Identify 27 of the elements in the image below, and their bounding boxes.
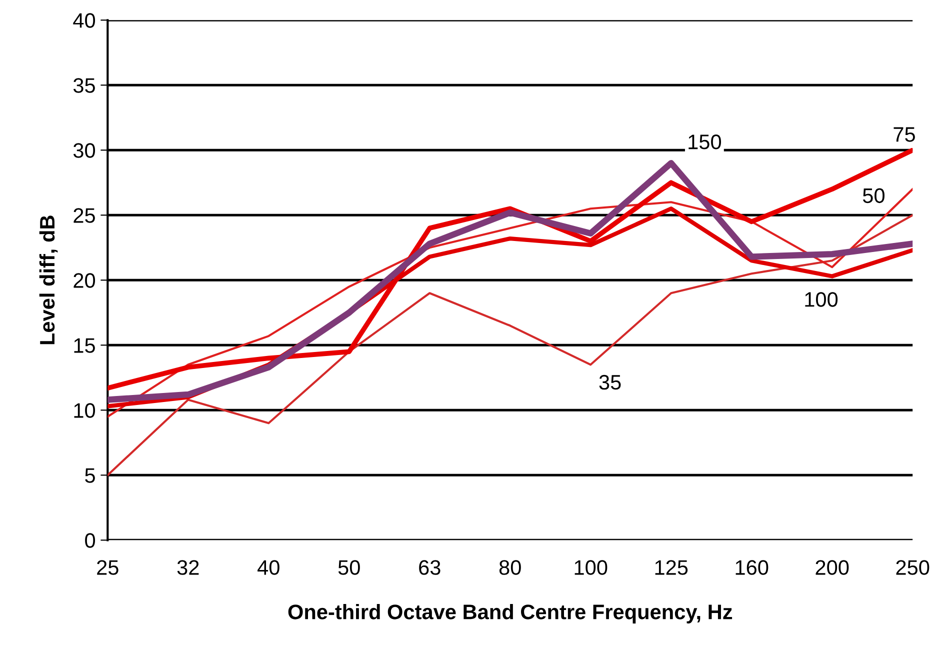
y-tick-label: 15	[74, 338, 95, 353]
annotation: 50	[862, 188, 884, 204]
x-axis-title: One-third Octave Band Centre Frequency, Hz	[288, 604, 732, 624]
x-tick-label: 100	[574, 560, 608, 575]
annotation: 35	[599, 374, 621, 390]
x-tick-label: 63	[419, 560, 440, 575]
y-tick-label: 0	[85, 533, 96, 548]
x-tick-label: 25	[97, 560, 118, 575]
x-tick-label: 200	[816, 560, 849, 575]
annotation: 100	[805, 292, 838, 307]
y-tick-label: 40	[73, 13, 96, 28]
x-tick-label: 50	[338, 560, 360, 575]
x-tick-label: 160	[736, 560, 768, 575]
x-tick-label: 250	[896, 560, 930, 575]
y-tick-label: 10	[74, 403, 96, 418]
x-tick-label: 40	[258, 560, 280, 575]
y-tick-label: 5	[85, 468, 95, 483]
y-tick-label: 35	[73, 78, 95, 93]
annotation: 150	[688, 134, 722, 150]
annotation: 75	[894, 127, 915, 142]
y-tick-label: 25	[74, 208, 95, 223]
x-tick-label: 32	[177, 560, 199, 575]
x-tick-label: 80	[499, 560, 521, 575]
y-tick-label: 20	[74, 273, 96, 288]
y-axis-title: Level diff, dB	[39, 216, 58, 344]
y-tick-label: 30	[73, 143, 96, 158]
x-tick-label: 125	[655, 560, 688, 575]
